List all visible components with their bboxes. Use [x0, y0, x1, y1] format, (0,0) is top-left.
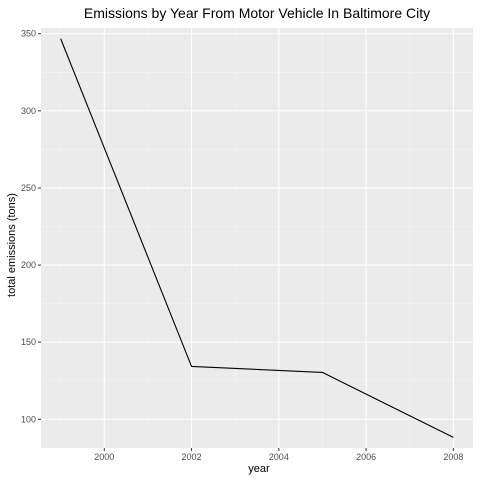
x-tick-label: 2002: [182, 452, 202, 462]
major-gridlines: [41, 28, 473, 448]
y-tick-label: 200: [21, 260, 36, 270]
y-tick-label: 250: [21, 183, 36, 193]
x-tick-label: 2008: [443, 452, 463, 462]
y-axis: 100 150 200 250 300 350: [21, 29, 41, 424]
x-axis-title: year: [248, 463, 270, 475]
y-tick-label: 100: [21, 414, 36, 424]
y-tick-label: 150: [21, 337, 36, 347]
series-line: [60, 38, 454, 438]
x-tick-label: 2006: [356, 452, 376, 462]
series-group: [60, 38, 454, 438]
x-tick-label: 2004: [269, 452, 289, 462]
chart-title: Emissions by Year From Motor Vehicle In …: [84, 5, 430, 21]
y-tick-label: 300: [21, 106, 36, 116]
minor-gridlines: [41, 28, 473, 448]
y-axis-title: total emissions (tons): [6, 193, 18, 297]
plot-panel: [41, 28, 473, 448]
x-tick-label: 2000: [94, 452, 114, 462]
x-axis: 2000 2002 2004 2006 2008: [94, 448, 463, 462]
y-tick-label: 350: [21, 29, 36, 39]
